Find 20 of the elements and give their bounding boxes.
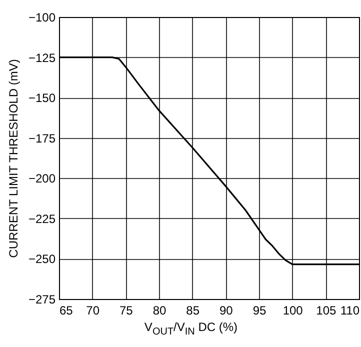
y-tick-label: −150 [28,91,56,106]
x-tick-label: 95 [252,304,266,318]
x-tick-label: 80 [152,304,166,318]
y-tick-label: −100 [28,10,56,24]
x-tick-label: 105 [316,304,336,318]
x-tick-label: 65 [60,304,74,318]
x-tick-label: 70 [86,304,100,318]
x-tick-label: 75 [119,304,134,318]
y-tick-label: −275 [28,292,56,306]
y-tick-label: −225 [28,212,56,226]
y-tick-label: −200 [28,172,56,186]
y-tick-label: −125 [28,50,56,65]
y-tick-label: −250 [28,252,56,266]
x-tick-label: 100 [282,304,304,318]
x-axis-title: V$_{OUT}$/V$_{IN}$ DC (%) [143,320,239,338]
y-axis-title: CURRENT LIMIT THRESHOLD (mV) [6,59,20,258]
x-tick-label: 110 [340,304,360,318]
y-tick-label: −175 [28,131,56,146]
x-tick-label: 85 [186,304,200,318]
x-tick-label: 90 [219,304,234,318]
